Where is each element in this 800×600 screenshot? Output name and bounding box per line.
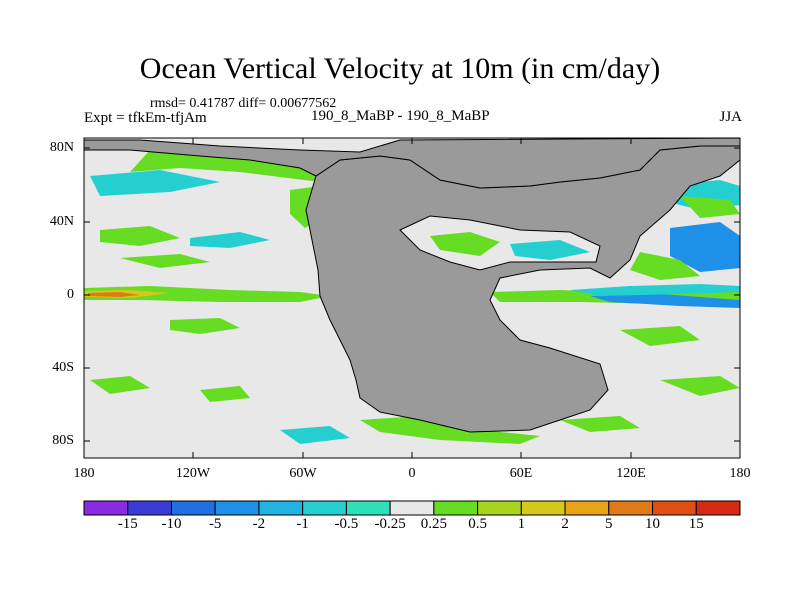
lon-label-60e: 60E — [509, 466, 533, 481]
colorbar-label: -15 — [117, 516, 138, 532]
colorbar-label: -1 — [296, 516, 309, 532]
colorbar-label: -2 — [252, 516, 266, 532]
equatorial-band-hot — [88, 292, 140, 297]
south-patch-5 — [660, 376, 740, 396]
lon-label-0: 0 — [408, 466, 416, 481]
equatorial-band-east-cyan — [570, 284, 740, 296]
lat-label-0: 0 — [67, 287, 74, 302]
south-patch-3 — [200, 386, 250, 402]
lat-label-40n: 40N — [49, 214, 74, 229]
southern-ocean-band — [360, 416, 540, 444]
colorbar-swatch — [433, 500, 479, 516]
colorbar-label: 15 — [688, 516, 704, 532]
colorbar-swatch — [389, 500, 435, 516]
colorbar — [83, 500, 741, 516]
lon-label-180e: 180 — [729, 466, 751, 481]
colorbar-label: 5 — [605, 516, 613, 532]
inland-sea-cyan-2 — [510, 240, 590, 260]
colorbar-swatch — [83, 500, 129, 516]
south-patch-6 — [560, 416, 640, 432]
colorbar-swatch — [127, 500, 172, 516]
season-label: JJA — [719, 109, 742, 125]
arctic-landmass — [83, 137, 741, 189]
colorbar-label: -10 — [161, 516, 182, 532]
colorbar-swatch — [608, 500, 654, 516]
south-patch-4 — [620, 326, 700, 346]
arctic-band-3 — [680, 196, 740, 218]
southern-ocean-cyan — [280, 426, 350, 444]
colorbar-swatch — [695, 500, 741, 516]
equatorial-band-west — [84, 286, 330, 302]
equatorial-band-east-blue — [590, 294, 740, 308]
west-pacific-blue — [670, 222, 740, 272]
south-patch-2 — [90, 376, 150, 394]
lon-label-180w: 180 — [73, 466, 95, 481]
north-pacific-patch-2 — [120, 254, 210, 268]
colorbar-swatch — [345, 500, 391, 516]
colorbar-label: -0.25 — [374, 516, 406, 532]
colorbar-label: 1 — [517, 516, 526, 532]
axis-ticks — [84, 138, 740, 458]
south-patch-1 — [170, 318, 240, 334]
colorbar-swatch — [214, 500, 260, 516]
lat-label-80s: 80S — [52, 433, 74, 448]
arctic-band-cyan — [90, 170, 220, 196]
colorbar-swatch — [170, 500, 216, 516]
colorbar-label: 10 — [645, 516, 661, 532]
lon-label-120e: 120E — [616, 466, 646, 481]
center-label: 190_8_MaBP - 190_8_MaBP — [311, 108, 490, 124]
lat-label-40s: 40S — [52, 360, 74, 375]
colorbar-swatch — [258, 500, 304, 516]
west-pacific-green — [630, 252, 700, 280]
north-pacific-patch — [100, 226, 180, 246]
colorbar-swatch — [302, 500, 347, 516]
colorbar-label: -0.5 — [334, 516, 359, 532]
lon-label-60w: 60W — [289, 466, 317, 481]
experiment-label: Expt = tfkEm-tfjAm — [84, 110, 207, 126]
colorbar-label: -5 — [208, 516, 222, 532]
colorbar-swatch — [652, 500, 697, 516]
north-pacific-cyan — [190, 232, 270, 248]
plot-title: Ocean Vertical Velocity at 10m (in cm/da… — [139, 52, 661, 85]
colorbar-label: 0.5 — [468, 516, 487, 532]
colorbar-swatch — [477, 500, 522, 516]
colorbar-label: 0.25 — [420, 516, 447, 532]
colorbar-swatch — [564, 500, 610, 516]
colorbar-label: 2 — [561, 516, 569, 532]
land-masses — [83, 137, 741, 433]
lat-label-80n: 80N — [49, 140, 74, 155]
lon-label-120w: 120W — [175, 466, 211, 481]
inland-sea-green — [430, 232, 500, 256]
stats-label: rmsd= 0.41787 diff= 0.00677562 — [150, 96, 337, 111]
colorbar-swatch — [520, 500, 566, 516]
